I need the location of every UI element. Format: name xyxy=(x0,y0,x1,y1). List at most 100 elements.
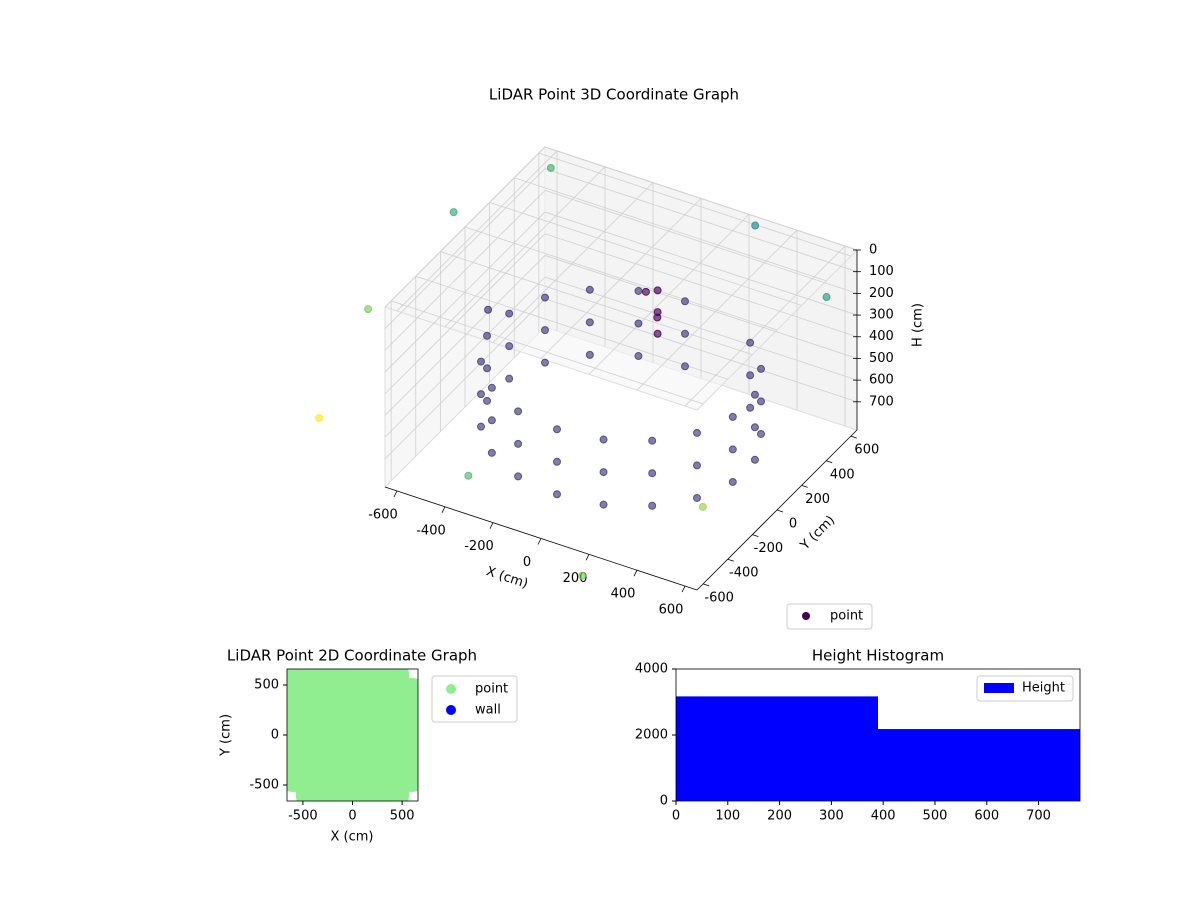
point xyxy=(541,326,549,335)
x-tick-label: -400 xyxy=(416,523,446,538)
grid-line xyxy=(544,276,858,381)
chart-title: LiDAR Point 2D Coordinate Graph xyxy=(227,647,477,665)
tick-mark xyxy=(752,534,759,537)
tick-mark xyxy=(633,570,638,577)
point xyxy=(746,403,755,412)
x-tick-label: 200 xyxy=(767,809,792,824)
legend-label: wall xyxy=(475,703,501,718)
legend-label: Height xyxy=(1022,681,1065,696)
point xyxy=(505,374,514,383)
tick-mark xyxy=(776,509,784,513)
point xyxy=(693,428,701,437)
y-tick-label: -200 xyxy=(754,541,784,556)
chart-title: LiDAR Point 3D Coordinate Graph xyxy=(489,86,739,104)
legend-label: point xyxy=(830,609,863,624)
point xyxy=(553,425,561,434)
grid-line xyxy=(384,276,546,438)
legend-marker xyxy=(984,683,1014,693)
point xyxy=(541,358,549,367)
point xyxy=(553,490,561,499)
point xyxy=(634,319,643,328)
z-tick-label: 0 xyxy=(869,243,877,258)
point xyxy=(648,469,657,478)
tick-mark xyxy=(850,435,857,439)
point xyxy=(546,163,555,172)
tick-mark xyxy=(537,538,542,545)
point xyxy=(693,493,701,502)
point xyxy=(484,305,493,314)
point xyxy=(599,468,608,477)
x-tick-label: -500 xyxy=(288,809,318,824)
z-axis-label: H (cm) xyxy=(911,303,926,347)
y-tick-label: 200 xyxy=(805,492,830,507)
grid-line xyxy=(538,152,851,257)
point xyxy=(375,778,410,801)
grid-line xyxy=(544,255,858,359)
grid-line xyxy=(384,211,546,373)
point xyxy=(757,364,765,373)
legend-frame xyxy=(976,675,1074,702)
point xyxy=(578,571,587,580)
bar xyxy=(676,696,878,801)
grid-line xyxy=(384,146,546,308)
point xyxy=(693,461,701,470)
point xyxy=(634,286,643,295)
grid-line xyxy=(440,251,753,355)
y-tick-label: 0 xyxy=(789,517,797,532)
point xyxy=(728,477,737,486)
z-tick-label: 700 xyxy=(869,394,894,409)
point xyxy=(750,423,759,432)
grid-line xyxy=(384,168,546,329)
point xyxy=(477,422,485,431)
y-tick-label: -400 xyxy=(729,566,759,581)
tick-mark xyxy=(489,522,494,529)
grid-line xyxy=(391,300,704,405)
y-axis-label: Y (cm) xyxy=(219,714,234,757)
point xyxy=(585,318,594,327)
y-tick-label: -600 xyxy=(704,590,734,605)
point xyxy=(483,364,492,373)
point xyxy=(746,371,755,380)
grid-line xyxy=(544,211,858,316)
point xyxy=(746,338,755,347)
y-axis xyxy=(696,429,858,591)
point xyxy=(541,293,549,302)
legend-frame xyxy=(786,603,873,630)
tick-mark xyxy=(393,490,398,498)
point xyxy=(681,297,689,306)
y-tick-label: -500 xyxy=(249,778,279,793)
grid-line xyxy=(514,177,827,282)
point xyxy=(514,439,523,448)
tick-mark xyxy=(585,554,590,561)
point xyxy=(751,221,760,230)
point xyxy=(728,445,737,454)
point xyxy=(653,329,662,338)
point xyxy=(599,500,608,509)
point xyxy=(315,414,324,423)
grid-line xyxy=(384,190,546,351)
tick-mark xyxy=(703,583,710,587)
y-tick-label: 0 xyxy=(660,794,668,809)
y-tick-label: 500 xyxy=(254,678,279,693)
grid-line xyxy=(489,202,802,306)
x-tick-label: 100 xyxy=(715,809,740,824)
x-axis-label: X (cm) xyxy=(331,830,374,845)
grid-line xyxy=(544,189,858,294)
x-tick-label: 400 xyxy=(871,809,896,824)
legend-label: point xyxy=(475,682,508,697)
grid-line xyxy=(544,168,858,273)
z-tick-label: 100 xyxy=(869,264,894,279)
point xyxy=(681,329,689,338)
tick-mark xyxy=(826,460,833,464)
z-tick-label: 500 xyxy=(869,351,894,366)
x-tick-label: 600 xyxy=(974,809,999,824)
point xyxy=(487,448,496,457)
point xyxy=(757,429,765,438)
point xyxy=(505,309,514,318)
tick-mark xyxy=(727,558,734,562)
point xyxy=(750,390,759,399)
point xyxy=(487,383,496,392)
y-tick-label: 0 xyxy=(271,728,279,743)
point xyxy=(483,331,492,340)
